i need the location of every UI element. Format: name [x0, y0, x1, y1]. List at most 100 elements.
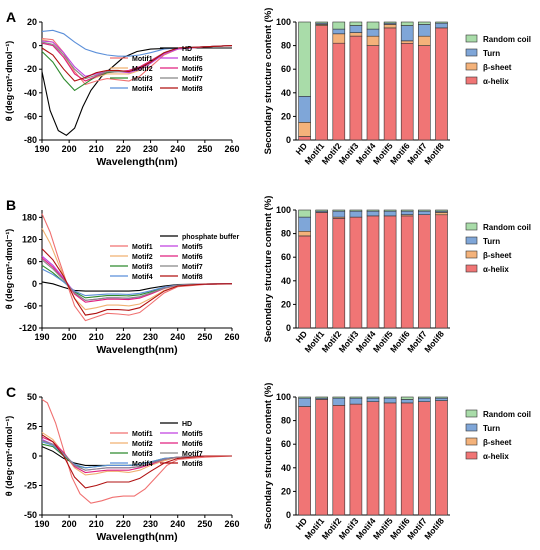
legend-swatch	[465, 222, 478, 231]
bar-segment-alpha	[435, 214, 448, 329]
bar-segment-coil	[315, 209, 329, 212]
legend-label: Motif5	[182, 244, 203, 251]
x-tick-label: 210	[89, 144, 104, 154]
y-tick-label: 0	[286, 135, 291, 145]
legend-label: Motif4	[132, 461, 153, 468]
bar-segment-coil	[435, 209, 448, 212]
legend-swatch	[465, 48, 478, 57]
bar-segment-coil	[315, 21, 329, 24]
series-line-motif8	[41, 434, 232, 489]
legend-label: α-helix	[483, 265, 509, 274]
x-tick-label: 240	[170, 332, 185, 342]
bar-segment-coil	[332, 21, 346, 30]
y-tick-label: 20	[27, 17, 37, 27]
bar-segment-turn	[366, 397, 380, 403]
bar-segment-turn	[298, 216, 311, 232]
bar-segment-coil	[298, 396, 311, 399]
legend-label: Random coil	[483, 223, 531, 232]
y-tick-label: 100	[276, 17, 291, 27]
bar-segment-alpha	[332, 404, 346, 516]
bar-segment-alpha	[298, 235, 311, 329]
x-tick-label: 250	[197, 519, 212, 529]
bar-segment-turn	[366, 210, 380, 217]
legend-label: Motif3	[132, 76, 153, 83]
bar-segment-beta	[349, 32, 363, 37]
x-tick-label: 220	[116, 332, 131, 342]
y-tick-label: 60	[281, 439, 291, 449]
legend-label: β-sheet	[483, 438, 512, 447]
series-line-motif7	[41, 440, 232, 471]
bar-segment-coil	[400, 209, 414, 212]
bar-segment-turn	[332, 210, 346, 218]
legend-swatch	[465, 423, 478, 432]
x-tick-label: 200	[62, 144, 77, 154]
y-tick-label: 100	[276, 205, 291, 215]
legend-label: α-helix	[483, 452, 509, 461]
bar-segment-beta	[366, 35, 380, 46]
cd-chart: 190 200 210 220 230 240 250 260200-20-40-60-80W…	[4, 17, 240, 168]
bar-segment-alpha	[366, 45, 380, 141]
x-tick-label: 250	[197, 332, 212, 342]
bar-segment-turn	[400, 399, 414, 404]
x-tick-label: 210	[89, 519, 104, 529]
bar-segment-coil	[366, 209, 380, 212]
y-axis-label: θ (deg·cm²·dmol⁻¹)	[4, 229, 14, 310]
x-tick-label: 190	[34, 519, 49, 529]
y-tick-label: 80	[281, 416, 291, 426]
bar-segment-coil	[383, 396, 397, 399]
bar-segment-turn	[435, 397, 448, 401]
y-tick-label: 0	[286, 323, 291, 333]
legend-label: Motif7	[182, 451, 203, 458]
legend-label: Motif1	[132, 431, 153, 438]
bar-segment-turn	[400, 25, 414, 42]
y-axis-label: Secondary structure content (%)	[263, 196, 274, 343]
y-tick-label: -60	[24, 111, 37, 121]
bar-segment-coil	[298, 209, 311, 218]
legend-label: Turn	[483, 49, 500, 58]
y-tick-label: 100	[276, 392, 291, 402]
series-line-motif8	[41, 248, 233, 316]
bar-segment-alpha	[383, 402, 397, 516]
bar-segment-alpha	[366, 401, 380, 516]
y-tick-label: -20	[24, 64, 37, 74]
legend-label: Motif6	[182, 441, 203, 448]
bar-segment-coil	[435, 396, 448, 399]
legend-swatch	[465, 62, 478, 71]
legend-label: Motif1	[132, 56, 153, 63]
y-tick-label: 0	[286, 510, 291, 520]
bar-segment-turn	[383, 397, 397, 404]
x-axis-label: Wavelength(nm)	[96, 156, 177, 168]
y-tick-label: 20	[281, 111, 291, 121]
y-tick-label: 50	[27, 392, 37, 402]
series-line-hd	[41, 281, 233, 292]
bar-segment-turn	[417, 24, 431, 37]
legend-label: Motif2	[132, 441, 153, 448]
bar-segment-beta	[383, 24, 397, 29]
series-line-motif1	[41, 213, 233, 322]
category-label: Motif8	[422, 141, 446, 167]
legend-label: Motif1	[132, 244, 153, 251]
bar-segment-coil	[417, 21, 431, 25]
legend-label: HD	[182, 46, 192, 53]
series-line-motif4	[41, 29, 233, 57]
bar-segment-alpha	[315, 25, 329, 141]
bar-segment-alpha	[400, 215, 414, 329]
legend-swatch	[465, 34, 478, 43]
bar-segment-alpha	[400, 42, 414, 141]
bar-segment-alpha	[349, 403, 363, 516]
x-tick-label: 230	[143, 332, 158, 342]
bar-segment-coil	[383, 21, 397, 24]
cd-chart: 190 200 210 220 230 240 250 260 180 120 60 0 -60 -120…	[4, 210, 240, 356]
bar-segment-alpha	[417, 214, 431, 329]
y-tick-label: 40	[281, 463, 291, 473]
x-tick-label: 200	[62, 519, 77, 529]
bar-segment-turn	[417, 397, 431, 403]
y-tick-label: 60	[281, 64, 291, 74]
x-tick-label: 260	[224, 519, 239, 529]
legend-label: HD	[182, 421, 192, 428]
legend-swatch	[465, 451, 478, 460]
y-axis-label: θ (deg·cm²·dmol⁻¹)	[4, 41, 14, 122]
bar-segment-turn	[435, 22, 448, 29]
